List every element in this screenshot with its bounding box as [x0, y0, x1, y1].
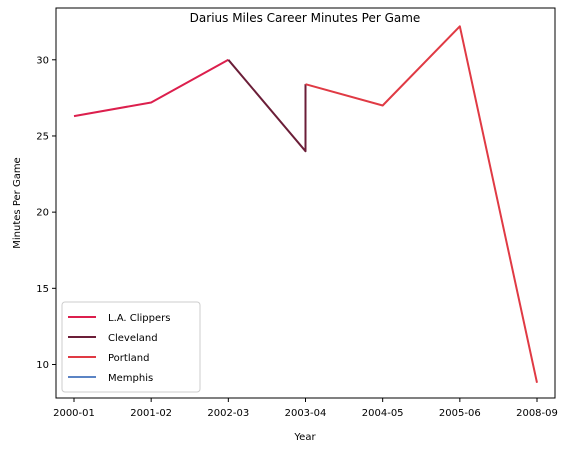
series-line-2 [305, 25, 538, 383]
y-tick-label: 15 [36, 284, 49, 295]
lines-layer [73, 25, 538, 383]
x-axis-label: Year [293, 432, 316, 443]
y-axis: 10 15 20 25 30 [36, 55, 56, 371]
series-line-1 [227, 59, 307, 153]
x-tick-label: 2004-05 [362, 408, 404, 419]
legend: L.A. Clippers Cleveland Portland Memphis [61, 301, 201, 393]
x-tick-label: 2003-04 [285, 408, 327, 419]
legend-label: L.A. Clippers [108, 313, 170, 324]
y-tick-label: 30 [36, 55, 49, 66]
legend-label: Memphis [108, 373, 153, 384]
legend-label: Cleveland [108, 333, 158, 344]
legend-box [61, 301, 201, 393]
y-tick-label: 10 [36, 360, 49, 371]
x-tick-label: 2000-01 [53, 408, 95, 419]
x-axis: 2000-01 2001-02 2002-03 2003-04 2004-05 2005-… [53, 398, 558, 419]
chart-title: Darius Miles Career Minutes Per Game [190, 11, 421, 25]
x-tick-label: 2002-03 [207, 408, 249, 419]
y-tick-label: 20 [36, 208, 49, 219]
y-tick-label: 25 [36, 131, 49, 142]
legend-label: Portland [108, 353, 149, 364]
x-tick-label: 2008-09 [516, 408, 558, 419]
series-line-0 [73, 58, 229, 118]
y-axis-label: Minutes Per Game [12, 157, 23, 248]
x-tick-label: 2001-02 [130, 408, 172, 419]
x-tick-label: 2005-06 [439, 408, 481, 419]
